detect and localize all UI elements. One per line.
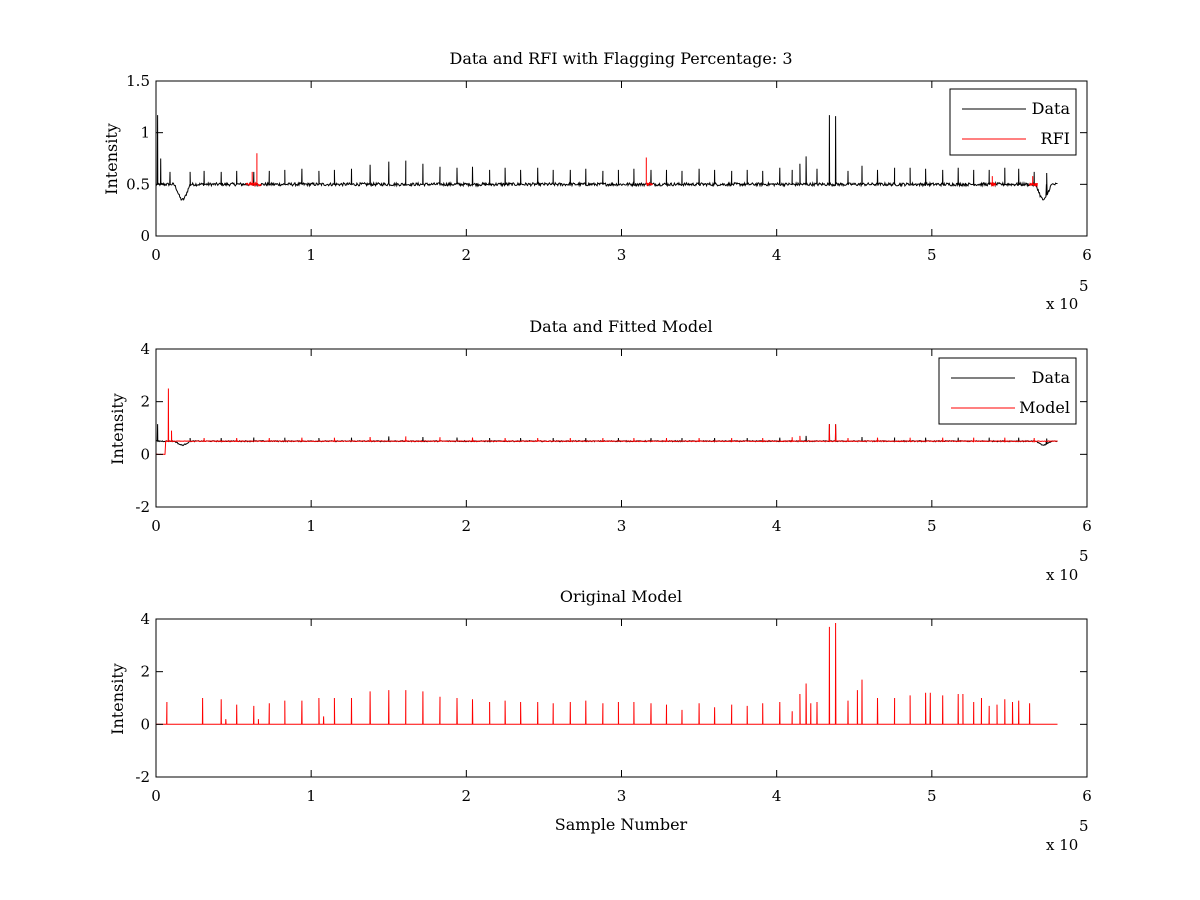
x-tick-label: 2 <box>462 246 472 264</box>
legend-label: Data <box>1032 99 1071 118</box>
axes-frame <box>155 80 1088 237</box>
series-group <box>156 622 1058 725</box>
x-tick-label: 6 <box>1082 787 1092 805</box>
panel-title: Data and Fitted Model <box>529 317 712 336</box>
series-group <box>156 388 1058 456</box>
y-tick-label: 4 <box>140 340 150 358</box>
y-tick-label: -2 <box>135 498 150 516</box>
axes-frame <box>155 618 1088 778</box>
y-tick-label: 0.5 <box>126 175 150 193</box>
x-tick-label: 0 <box>151 787 161 805</box>
x-tick-label: 3 <box>617 787 627 805</box>
legend-box <box>938 357 1077 425</box>
y-tick-label: -2 <box>135 768 150 786</box>
x-tick-label: 0 <box>151 517 161 535</box>
series-line-data <box>156 115 1058 201</box>
x-tick-label: 5 <box>927 517 937 535</box>
y-tick-label: 2 <box>140 663 150 681</box>
x-tick-label: 4 <box>772 787 782 805</box>
y-tick-label: 4 <box>140 610 150 628</box>
x-tick-label: 1 <box>306 787 316 805</box>
ticks: 0 1 2 3 4 5 6 0 0.5 1 1.5 <box>126 72 1092 264</box>
x-axis-label: Sample Number <box>555 815 688 834</box>
x-multiplier-label: x 10 <box>1046 295 1078 313</box>
y-axis-label: Intensity <box>108 663 127 735</box>
y-tick-label: 0 <box>140 445 150 463</box>
panel-fitted: Data and Fitted Model Intensity x 10 5 0… <box>108 317 1092 584</box>
x-exponent-label: 5 <box>1079 277 1089 295</box>
y-tick-label: 0 <box>140 715 150 733</box>
y-axis-label: Intensity <box>102 123 121 195</box>
x-tick-label: 3 <box>617 246 627 264</box>
series-line-rfi <box>245 153 1038 188</box>
y-tick-label: 0 <box>140 227 150 245</box>
x-multiplier-label: x 10 <box>1046 566 1078 584</box>
panel-title: Data and RFI with Flagging Percentage: 3 <box>449 49 792 68</box>
x-multiplier-label: x 10 <box>1046 836 1078 854</box>
y-tick-label: 2 <box>140 393 150 411</box>
y-axis-label: Intensity <box>108 393 127 465</box>
x-tick-label: 0 <box>151 246 161 264</box>
x-exponent-label: 5 <box>1079 817 1089 835</box>
x-tick-label: 4 <box>772 517 782 535</box>
x-tick-label: 6 <box>1082 246 1092 264</box>
legend-label: RFI <box>1041 129 1070 148</box>
x-tick-label: 1 <box>306 517 316 535</box>
plot-marks: 0 1 2 3 4 5 6 0 0.5 1 1.5 <box>126 72 1092 264</box>
series-line-model <box>156 388 1058 456</box>
panel-original: Original Model Intensity Sample Number x… <box>108 587 1092 854</box>
x-tick-label: 3 <box>617 517 627 535</box>
y-tick-label: 1.5 <box>126 72 150 90</box>
x-exponent-label: 5 <box>1079 547 1089 565</box>
series-line-model <box>156 622 1058 725</box>
legend: Data Model <box>938 357 1077 425</box>
x-tick-label: 2 <box>462 787 472 805</box>
legend-box <box>949 88 1077 156</box>
x-tick-label: 5 <box>927 246 937 264</box>
x-tick-label: 5 <box>927 787 937 805</box>
x-tick-label: 4 <box>772 246 782 264</box>
panel-rfi: Data and RFI with Flagging Percentage: 3… <box>102 49 1092 313</box>
legend: Data RFI <box>949 88 1077 156</box>
axes-frame <box>155 348 1088 508</box>
x-tick-label: 1 <box>306 246 316 264</box>
y-tick-label: 1 <box>140 124 150 142</box>
panel-title: Original Model <box>560 587 682 606</box>
series-group <box>156 115 1058 201</box>
x-tick-label: 2 <box>462 517 472 535</box>
x-tick-label: 6 <box>1082 517 1092 535</box>
legend-label: Data <box>1032 368 1071 387</box>
legend-label: Model <box>1019 398 1070 417</box>
